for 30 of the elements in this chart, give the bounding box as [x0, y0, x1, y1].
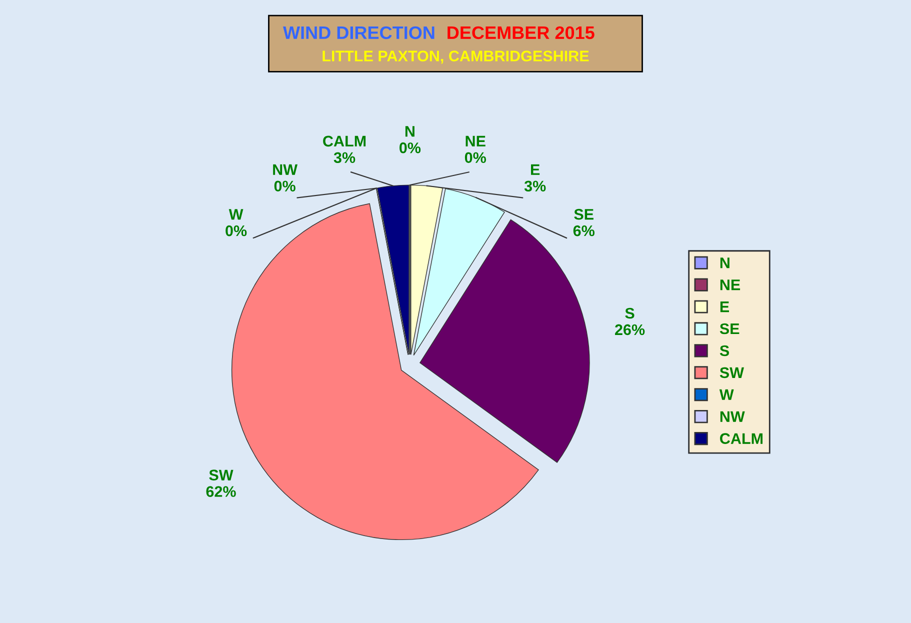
text: 0% — [400, 142, 421, 154]
category-label: N — [405, 126, 414, 137]
text: LITTLE PAXTON, CAMBRIDGESHIRE — [322, 50, 589, 64]
text: 0% — [274, 180, 296, 192]
legend-label: NW — [720, 411, 745, 422]
chart-title: WIND DIRECTION — [283, 26, 434, 40]
legend-label: SE — [720, 323, 740, 334]
text: 0% — [464, 152, 486, 164]
slice-label: SW — [209, 470, 234, 480]
legend-label: NE — [720, 280, 740, 290]
data-label: 3% — [524, 180, 546, 192]
legend-label: W — [719, 389, 734, 400]
slice-label: CALM — [323, 136, 366, 147]
chart-subtitle: DECEMBER 2015 — [448, 26, 594, 40]
slice-label: S — [625, 308, 634, 319]
category-label: NE — [466, 136, 486, 146]
legend-label: E — [720, 302, 729, 312]
data-label: 62% — [206, 486, 236, 497]
text: 0% — [226, 225, 247, 236]
slice-label: SE — [574, 208, 594, 220]
data-label: 6% — [573, 225, 595, 236]
legend-label: N — [720, 258, 730, 268]
category-label: W — [228, 209, 244, 220]
slice-label: E — [531, 164, 540, 175]
legend-label: CALM — [720, 433, 763, 444]
legend-label: SW — [720, 367, 744, 378]
data-label: 26% — [615, 324, 645, 336]
data-label: 3% — [334, 152, 356, 164]
legend-label: S — [720, 345, 729, 356]
category-label: NW — [273, 164, 298, 175]
